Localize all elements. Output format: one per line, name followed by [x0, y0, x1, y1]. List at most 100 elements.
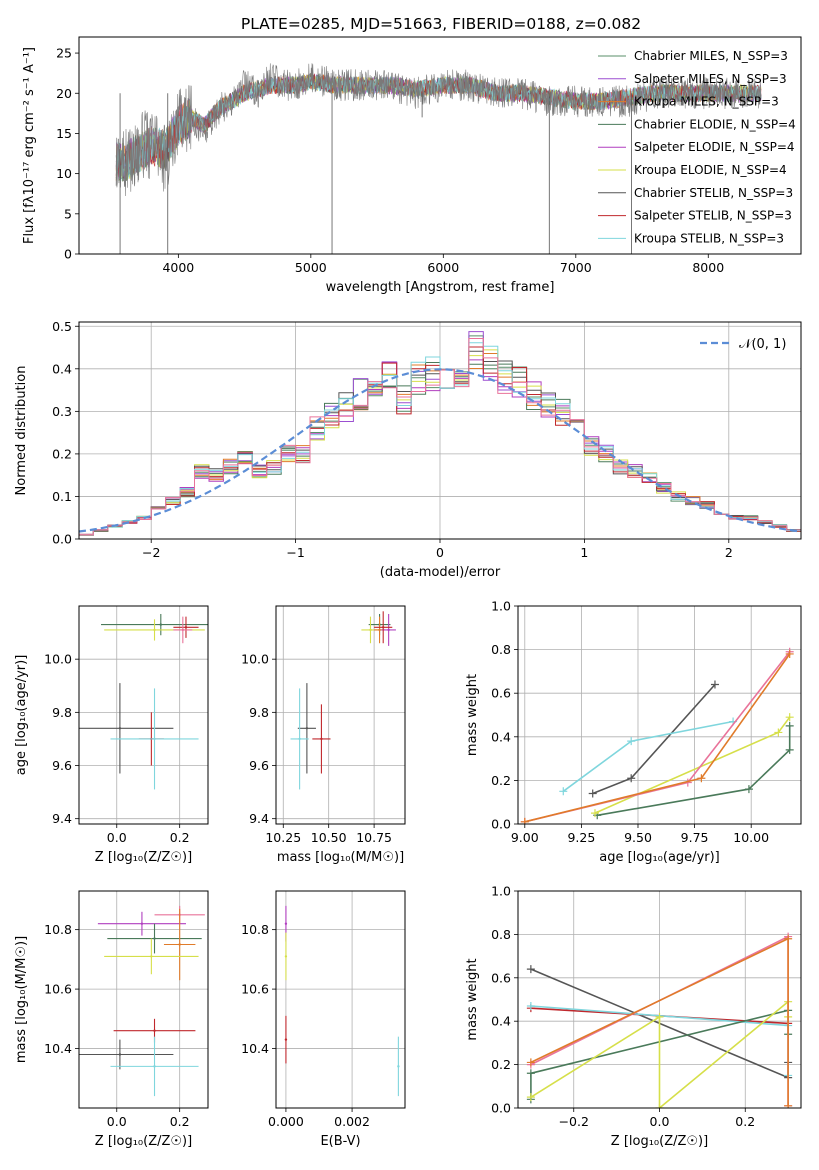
x-axis-label: wavelength [Angstrom, rest frame]: [326, 280, 555, 295]
x-axis-label: mass [log₁₀(M/M☉)]: [277, 850, 404, 865]
y-tick-label: 0.0: [491, 1101, 511, 1116]
data-point: [378, 628, 381, 632]
panel-residuals: −2 −1 0 1 2 0.0 0.1 0.2 0.3 0.4 0.5 (data-model)/er…: [14, 319, 802, 580]
axes-frame: [275, 890, 406, 1109]
x-tick-label: 6000: [427, 260, 459, 275]
legend-label: Salpeter ELODIE, N_SSP=4: [634, 140, 795, 154]
weight-marker: [785, 649, 794, 658]
weight-marker: [710, 680, 719, 689]
gaussian-reference-curve: [79, 368, 801, 533]
y-tick-label: 9.6: [249, 758, 269, 773]
data-point: [184, 626, 188, 629]
weight-line: [524, 653, 791, 823]
x-tick-label: −1: [286, 545, 304, 560]
y-tick-label: 0.4: [491, 729, 511, 744]
x-tick-label: 2: [725, 545, 733, 560]
data-point: [298, 737, 301, 741]
axes-frame: [517, 605, 802, 825]
x-tick-label: 0.002: [334, 1114, 370, 1129]
weight-marker: [588, 789, 597, 798]
axes-frame: [78, 605, 209, 825]
y-tick-label: 0.2: [491, 1057, 511, 1072]
data-point: [153, 737, 156, 741]
data-point: [118, 1053, 122, 1056]
x-axis-label: (data-model)/error: [380, 565, 501, 580]
y-tick-label: 9.4: [249, 811, 269, 826]
weight-marker: [655, 1012, 664, 1021]
data-point: [387, 628, 390, 632]
weight-marker: [526, 1002, 535, 1011]
weight-marker: [785, 721, 794, 730]
panel-mass-vs-z: 0.0 0.2 10.4 10.6 10.8 Z [log₁₀(Z/Z☉)] mass [l…: [14, 890, 209, 1149]
x-tick-label: 0.2: [170, 830, 190, 845]
y-tick-label: 0.0: [52, 532, 72, 547]
weight-marker: [785, 713, 794, 722]
y-tick-label: 9.6: [52, 758, 72, 773]
x-tick-label: 10.00: [733, 830, 769, 845]
y-tick-label: 10.0: [241, 652, 269, 667]
y-tick-label: 9.4: [52, 811, 72, 826]
y-tick-label: 10.6: [241, 982, 269, 997]
y-axis-label: Normed distribution: [14, 366, 29, 496]
data-point: [305, 727, 309, 730]
y-tick-label: 9.8: [52, 705, 72, 720]
x-axis-label: E(B-V): [320, 1134, 360, 1149]
x-tick-label: 9.25: [567, 830, 595, 845]
y-tick-label: 0.0: [491, 817, 511, 832]
y-tick-label: 25: [56, 46, 72, 61]
data-point: [153, 1065, 156, 1068]
weight-marker: [697, 774, 706, 783]
axes-frame: [78, 890, 209, 1109]
x-tick-label: 7000: [560, 260, 592, 275]
data-point: [369, 628, 372, 632]
y-tick-label: 20: [56, 86, 72, 101]
legend-label: Chabrier MILES, N_SSP=3: [634, 49, 788, 63]
y-tick-label: 10.4: [241, 1041, 269, 1056]
data-point: [140, 922, 144, 925]
y-tick-label: 10.8: [44, 922, 72, 937]
panel-weight-vs-z: −0.2 0.0 0.2 0.0 0.2 0.4 0.6 0.8 1.0 Z [log₁₀(Z/Z…: [465, 884, 802, 1149]
legend-label: 𝒩(0, 1): [739, 337, 786, 352]
panel-mass-vs-ebv: 0.000 0.002 10.4 10.6 10.8 E(B-V): [241, 890, 406, 1149]
x-tick-label: −0.2: [559, 1114, 589, 1129]
figure-title: PLATE=0285, MJD=51663, FIBERID=0188, z=0…: [241, 15, 641, 33]
y-tick-label: 0.2: [491, 773, 511, 788]
x-tick-label: 9.75: [681, 830, 709, 845]
x-tick-label: 10.75: [356, 830, 392, 845]
x-tick-label: 0: [436, 545, 444, 560]
y-tick-label: 0.1: [52, 489, 72, 504]
y-tick-label: 0.8: [491, 642, 511, 657]
data-point: [320, 737, 323, 741]
legend-label: Chabrier ELODIE, N_SSP=4: [634, 117, 796, 131]
y-tick-label: 0: [64, 247, 72, 262]
y-tick-label: 1.0: [491, 599, 511, 614]
y-tick-label: 10.6: [44, 982, 72, 997]
x-tick-label: 9.50: [624, 830, 652, 845]
data-point: [284, 955, 288, 958]
panel-weight-vs-age: 9.00 9.25 9.50 9.75 10.00 0.0 0.2 0.4 0.6 0.8 1.0 a…: [465, 599, 802, 865]
y-tick-label: 0.4: [491, 1014, 511, 1029]
x-tick-label: 0.2: [735, 1114, 755, 1129]
y-axis-label: mass weight: [465, 958, 480, 1040]
weight-marker: [627, 737, 636, 746]
legend-label: Salpeter MILES, N_SSP=3: [634, 72, 787, 86]
weight-marker: [655, 1104, 664, 1108]
weight-marker: [526, 1058, 535, 1067]
observed-spectrum-line: [115, 63, 762, 197]
y-tick-label: 0.6: [491, 686, 511, 701]
weight-marker: [526, 1093, 535, 1102]
y-tick-label: 10.4: [44, 1041, 72, 1056]
data-point: [153, 937, 156, 940]
axes-frame: [78, 321, 802, 540]
x-axis-label: Z [log₁₀(Z/Z☉)]: [95, 850, 192, 865]
data-point: [153, 628, 156, 632]
weight-line: [592, 683, 716, 795]
y-tick-label: 0.5: [52, 319, 72, 334]
legend-label: Salpeter STELIB, N_SSP=3: [634, 209, 792, 223]
x-tick-label: 0.0: [107, 1114, 127, 1129]
x-axis-label: Z [log₁₀(Z/Z☉)]: [95, 1134, 192, 1149]
y-tick-label: 10.8: [241, 922, 269, 937]
axes-frame: [78, 36, 802, 255]
residual-histogram-step: [79, 338, 801, 539]
